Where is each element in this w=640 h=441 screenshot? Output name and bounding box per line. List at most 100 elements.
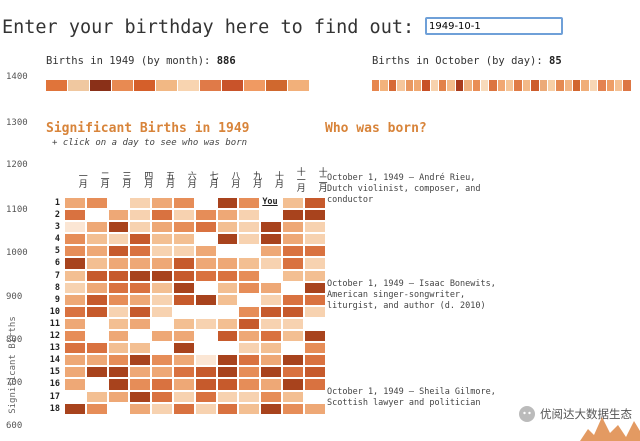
day-cell[interactable]: [151, 269, 173, 282]
day-cell[interactable]: [172, 366, 195, 379]
day-strip-cell[interactable]: [472, 80, 481, 91]
day-cell[interactable]: [172, 378, 195, 391]
day-cell[interactable]: [172, 402, 195, 415]
month-strip-cell[interactable]: [244, 80, 266, 91]
day-cell[interactable]: [260, 269, 282, 282]
day-cell[interactable]: [129, 293, 152, 306]
day-cell[interactable]: [151, 257, 173, 270]
day-cell[interactable]: [216, 366, 239, 379]
day-cell[interactable]: [85, 233, 108, 246]
day-cell[interactable]: [216, 257, 239, 270]
day-cell[interactable]: [194, 378, 217, 391]
day-cell[interactable]: [107, 233, 130, 246]
day-cell[interactable]: [194, 269, 217, 282]
day-cell[interactable]: [303, 269, 326, 282]
day-cell[interactable]: [129, 209, 152, 222]
day-cell[interactable]: [216, 209, 239, 222]
day-cell[interactable]: [64, 293, 86, 306]
day-cell[interactable]: [216, 221, 239, 234]
day-cell[interactable]: [303, 354, 326, 367]
day-cell[interactable]: [303, 221, 326, 234]
day-cell[interactable]: [260, 257, 282, 270]
day-cell[interactable]: [172, 281, 195, 294]
day-cell[interactable]: [64, 281, 86, 294]
day-cell[interactable]: [107, 305, 130, 318]
day-cell[interactable]: [260, 209, 282, 222]
day-cell[interactable]: [238, 281, 261, 294]
day-cell[interactable]: [194, 293, 217, 306]
day-cell[interactable]: [194, 317, 217, 331]
day-strip-cell[interactable]: [564, 80, 573, 91]
day-cell[interactable]: [260, 281, 282, 294]
day-cell[interactable]: [129, 402, 152, 415]
day-cell[interactable]: [194, 281, 217, 294]
day-strip-cell[interactable]: [489, 80, 498, 91]
day-cell[interactable]: [85, 378, 108, 391]
day-cell[interactable]: [260, 317, 282, 331]
day-cell[interactable]: [64, 354, 86, 367]
day-cell[interactable]: [129, 197, 152, 210]
month-strip-cell[interactable]: [266, 80, 288, 91]
day-strip-cell[interactable]: [514, 80, 523, 91]
day-cell[interactable]: [107, 281, 130, 294]
day-cell[interactable]: [64, 317, 86, 331]
day-cell[interactable]: [194, 330, 217, 343]
day-cell[interactable]: [64, 233, 86, 246]
day-cell[interactable]: [281, 233, 304, 246]
day-cell[interactable]: [281, 269, 304, 282]
day-strip-cell[interactable]: [497, 80, 506, 91]
day-cell[interactable]: [151, 354, 173, 367]
day-cell[interactable]: [303, 378, 326, 391]
day-cell[interactable]: [303, 281, 326, 294]
day-cell[interactable]: [238, 245, 261, 258]
day-cell[interactable]: [194, 209, 217, 222]
day-cell[interactable]: [172, 209, 195, 222]
day-cell[interactable]: [85, 245, 108, 258]
day-strip-cell[interactable]: [581, 80, 590, 91]
day-cell[interactable]: [64, 330, 86, 343]
day-cell[interactable]: [151, 245, 173, 258]
month-strip-cell[interactable]: [90, 80, 112, 91]
day-cell[interactable]: [129, 330, 152, 343]
day-cell[interactable]: [107, 366, 130, 379]
day-cell[interactable]: [151, 342, 173, 355]
day-cell[interactable]: [216, 378, 239, 391]
day-cell[interactable]: [151, 197, 173, 210]
day-cell[interactable]: [129, 233, 152, 246]
day-cell[interactable]: [194, 402, 217, 415]
day-strip-cell[interactable]: [388, 80, 398, 91]
day-cell[interactable]: [129, 342, 152, 355]
day-cell[interactable]: [303, 317, 326, 331]
day-cell[interactable]: [303, 390, 326, 403]
day-cell[interactable]: [129, 378, 152, 391]
day-cell[interactable]: [172, 197, 195, 210]
day-cell[interactable]: [216, 402, 239, 415]
day-cell[interactable]: [238, 257, 261, 270]
day-cell[interactable]: [85, 330, 108, 343]
day-cell[interactable]: [216, 293, 239, 306]
day-cell[interactable]: [281, 390, 304, 403]
day-cell[interactable]: [151, 366, 173, 379]
day-cell[interactable]: [129, 245, 152, 258]
day-cell[interactable]: [64, 378, 86, 391]
day-cell[interactable]: [194, 233, 217, 246]
day-cell[interactable]: [85, 305, 108, 318]
day-cell[interactable]: [107, 330, 130, 343]
day-cell[interactable]: [151, 390, 173, 403]
day-cell[interactable]: [107, 317, 130, 331]
day-cell[interactable]: [303, 366, 326, 379]
day-cell[interactable]: [238, 317, 261, 331]
day-cell[interactable]: [238, 330, 261, 343]
day-cell[interactable]: [216, 330, 239, 343]
month-strip-cell[interactable]: [200, 80, 222, 91]
day-cell[interactable]: [238, 305, 261, 318]
day-strip-cell[interactable]: [372, 80, 381, 91]
day-cell[interactable]: [216, 342, 239, 355]
day-strip-cell[interactable]: [430, 80, 439, 91]
day-cell[interactable]: [238, 293, 261, 306]
day-cell[interactable]: [107, 390, 130, 403]
day-cell[interactable]: [281, 245, 304, 258]
day-cell[interactable]: [303, 305, 326, 318]
day-strip-cell[interactable]: [422, 80, 431, 91]
day-cell[interactable]: [260, 245, 282, 258]
